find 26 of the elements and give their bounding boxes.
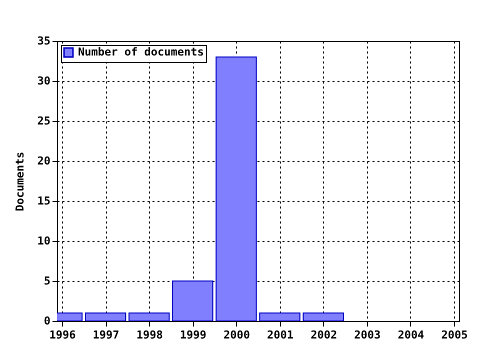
x-tick-label: 2001 — [267, 328, 294, 342]
y-tick-label: 0 — [44, 314, 50, 328]
y-tick-label: 35 — [37, 34, 50, 48]
bar — [84, 312, 126, 321]
y-tick-label: 10 — [37, 234, 50, 248]
x-tick-label: 2005 — [441, 328, 468, 342]
bar — [216, 56, 257, 321]
y-tick-label: 25 — [37, 114, 50, 128]
bar — [128, 312, 170, 321]
x-tick-label: 2003 — [354, 328, 381, 342]
x-tick-label: 1998 — [136, 328, 163, 342]
y-tick-label: 5 — [44, 274, 50, 288]
x-tick-label: 2000 — [223, 328, 250, 342]
x-tick-label: 1997 — [92, 328, 120, 342]
y-tick-label: 15 — [37, 194, 50, 208]
bar — [259, 312, 300, 321]
bar — [302, 312, 344, 321]
x-tick-label: 1996 — [49, 328, 76, 342]
x-tick-label: 2004 — [398, 328, 425, 342]
y-axis-title: Documents — [13, 152, 26, 212]
legend-label: Number of documents — [78, 46, 204, 58]
y-tick-label: 30 — [37, 74, 50, 88]
x-tick-label: 2002 — [310, 328, 338, 342]
bar — [172, 280, 214, 321]
x-tick-label: 1999 — [180, 328, 206, 342]
y-tick-label: 20 — [37, 154, 50, 168]
